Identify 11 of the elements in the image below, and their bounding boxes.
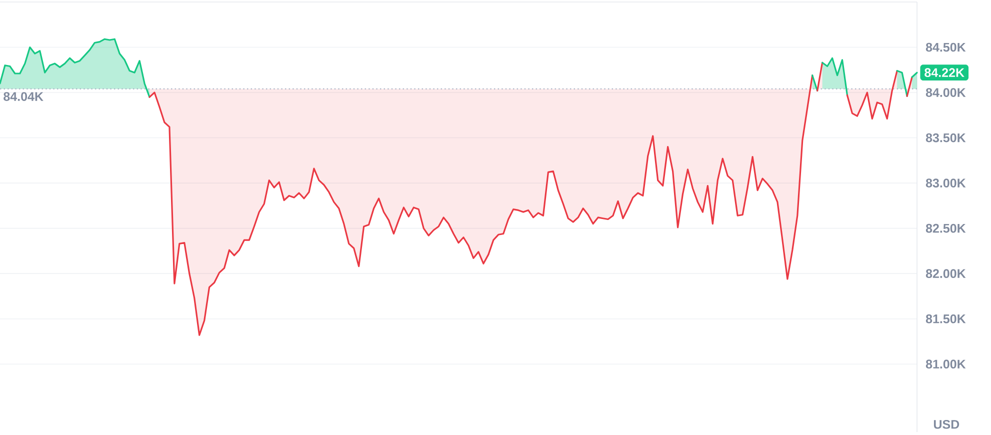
y-tick-label: 83.50K (926, 133, 966, 142)
y-tick-label: 83.00K (926, 178, 966, 188)
text: 84.22K (924, 68, 964, 78)
y-axis-title: USD (934, 420, 960, 429)
y-tick-label: 84.50K (926, 42, 966, 52)
y-tick-label: 81.50K (926, 314, 966, 324)
y-tick-label: 82.00K (926, 269, 966, 278)
ref-line-label: 84.04K (4, 92, 44, 101)
y-tick-label: 84.00K (926, 88, 966, 97)
y-tick-label: 82.50K (926, 224, 966, 233)
y-tick-label: 81.00K (926, 360, 966, 369)
